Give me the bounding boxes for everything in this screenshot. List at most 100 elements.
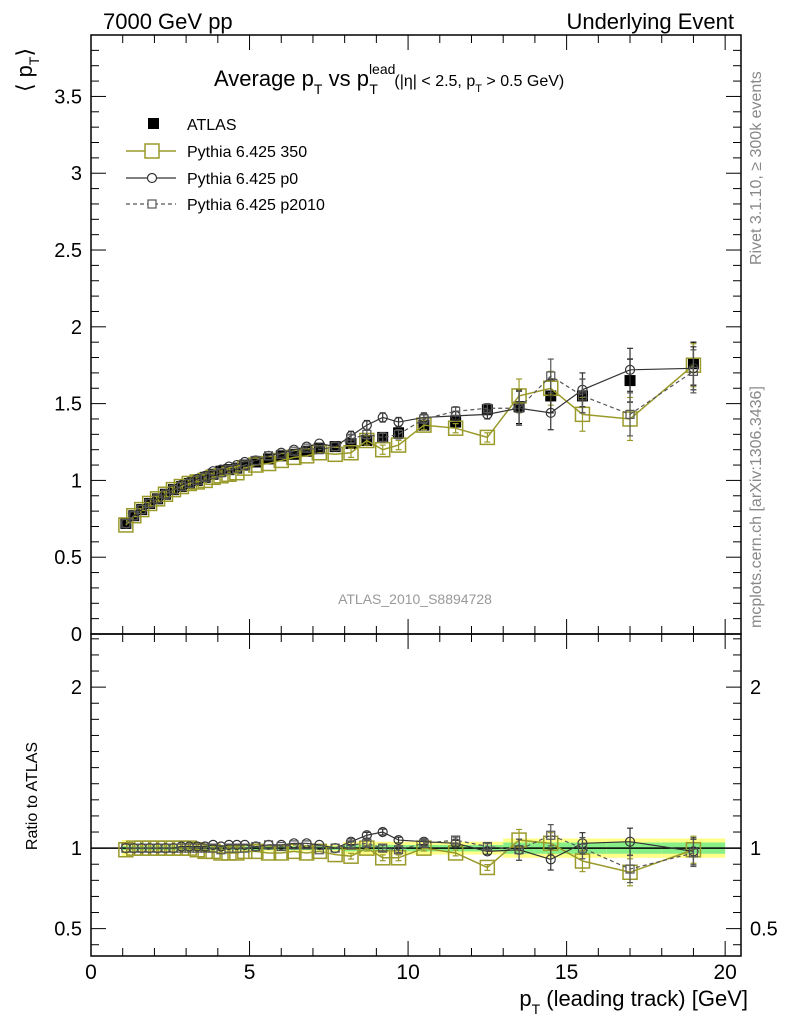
y-tick-label: 1 bbox=[71, 470, 82, 492]
main-line-pythia-6-425-p0 bbox=[125, 367, 694, 524]
xlabel-rest: (leading track) [GeV] bbox=[540, 986, 748, 1011]
mcplots-label: mcplots.cern.ch [arXiv:1306.3436] bbox=[748, 386, 765, 628]
legend: ATLAS Pythia 6.425 350 Pythia 6.425 p0 P… bbox=[126, 117, 325, 214]
main-point-p2010 bbox=[546, 371, 556, 381]
plot-title: Average pT vs plead T (|η| < 2.5, pT > 0.… bbox=[214, 61, 564, 97]
title-main: Average p bbox=[214, 66, 314, 91]
ratio-line-pythia-6-425-p2010 bbox=[125, 834, 694, 870]
main-point-p0 bbox=[377, 412, 388, 423]
x-tick-label: 10 bbox=[396, 961, 419, 984]
legend-label-p0: Pythia 6.425 p0 bbox=[187, 171, 298, 188]
ylabel-top-close: ⟩ bbox=[12, 48, 37, 57]
ratio-y-tick-label-right: 1 bbox=[750, 838, 761, 860]
main-point-350 bbox=[479, 429, 496, 446]
legend-label-atlas: ATLAS bbox=[187, 117, 237, 134]
ratio-point-p2010 bbox=[289, 840, 299, 850]
y-tick-label: 0 bbox=[71, 624, 82, 646]
ratio-point-p2010 bbox=[346, 840, 356, 850]
ylabel-top-sub: T bbox=[26, 56, 42, 65]
ratio-point-p2010 bbox=[625, 864, 635, 874]
ratio-point-350 bbox=[189, 841, 205, 858]
header-left: 7000 GeV pp bbox=[103, 9, 233, 34]
main-point-p2010 bbox=[378, 432, 388, 443]
main-point-350 bbox=[327, 446, 343, 463]
main-point-p2010 bbox=[451, 406, 461, 416]
header-right: Underlying Event bbox=[566, 9, 734, 34]
main-point-p2010 bbox=[419, 414, 429, 424]
ratio-y-tick-label: 1 bbox=[71, 838, 82, 860]
y-tick-label: 2 bbox=[71, 317, 82, 339]
ratio-point-p0 bbox=[624, 836, 636, 847]
xlabel-sub: T bbox=[532, 1001, 541, 1017]
main-point-p2010 bbox=[145, 498, 155, 509]
legend-marker-350 bbox=[144, 143, 160, 159]
main-point-atlas bbox=[450, 416, 462, 428]
main-point-350 bbox=[298, 448, 315, 464]
ratio-point-350 bbox=[298, 845, 315, 861]
main-point-p2010 bbox=[625, 409, 635, 419]
main-point-p2010 bbox=[263, 451, 274, 461]
main-point-p0 bbox=[288, 444, 300, 455]
y-tick-label: 3.5 bbox=[54, 86, 82, 108]
y-axis-label-top: ⟨ pT⟩ bbox=[12, 48, 42, 92]
title-sub1: T bbox=[314, 81, 323, 97]
ratio-point-p2010 bbox=[451, 835, 461, 845]
y-tick-label: 2.5 bbox=[54, 240, 82, 262]
x-tick-label: 15 bbox=[555, 961, 578, 984]
main-line-pythia-6-425-p2010 bbox=[125, 370, 694, 524]
main-point-p2010 bbox=[289, 446, 299, 456]
title-sup: lead bbox=[369, 61, 395, 77]
ratio-point-p2010 bbox=[240, 843, 250, 853]
main-point-p2010 bbox=[302, 443, 312, 453]
x-axis-label: pT (leading track) [GeV] bbox=[519, 986, 748, 1017]
main-point-p2010 bbox=[482, 403, 492, 413]
x-tick-label: 0 bbox=[85, 961, 97, 984]
ratio-y-tick-label: 0.5 bbox=[54, 919, 82, 941]
main-point-350 bbox=[374, 441, 391, 458]
legend-marker-p2010 bbox=[147, 199, 157, 209]
ratio-point-p0 bbox=[545, 854, 556, 865]
ratio-point-p2010 bbox=[362, 838, 372, 848]
main-point-atlas bbox=[250, 456, 262, 468]
main-point-atlas bbox=[275, 450, 287, 462]
main-point-p0 bbox=[361, 420, 372, 431]
ratio-point-p2010 bbox=[302, 840, 312, 850]
legend-label-p2010: Pythia 6.425 p2010 bbox=[187, 197, 325, 214]
ylabel-top-open: ⟨ p bbox=[12, 65, 37, 92]
ratio-point-p0 bbox=[288, 838, 300, 849]
ratio-point-p2010 bbox=[546, 830, 556, 840]
main-point-atlas bbox=[223, 464, 235, 476]
ratio-y-tick-label: 2 bbox=[71, 677, 82, 699]
ratio-point-p0 bbox=[377, 826, 388, 838]
main-point-atlas bbox=[231, 462, 243, 474]
ratio-y-tick-label-right: 2 bbox=[750, 677, 761, 699]
main-point-p0 bbox=[314, 438, 325, 449]
legend-label-350: Pythia 6.425 350 bbox=[187, 144, 307, 161]
main-point-p2010 bbox=[514, 403, 524, 413]
ratio-point-p2010 bbox=[688, 848, 699, 858]
main-point-p2010 bbox=[276, 449, 286, 459]
main-point-p2010 bbox=[137, 504, 147, 515]
legend-marker-p0 bbox=[146, 172, 158, 184]
ratio-point-p0 bbox=[314, 839, 325, 851]
ratio-point-p0 bbox=[361, 830, 372, 841]
main-point-350 bbox=[133, 501, 150, 518]
main-point-p2010 bbox=[688, 366, 699, 376]
title-sub2: T bbox=[369, 81, 378, 97]
main-point-p2010 bbox=[121, 518, 131, 529]
ratio-point-p2010 bbox=[314, 845, 324, 855]
xlabel-p: p bbox=[519, 986, 531, 1011]
analysis-id: ATLAS_2010_S8894728 bbox=[338, 591, 492, 607]
main-point-350 bbox=[260, 455, 277, 472]
main-series-group bbox=[118, 341, 702, 533]
main-point-350 bbox=[447, 420, 464, 436]
ratio-point-350 bbox=[260, 845, 277, 861]
main-point-p2010 bbox=[346, 434, 356, 444]
ratio-point-p2010 bbox=[276, 841, 286, 852]
main-point-p2010 bbox=[129, 511, 139, 521]
title-cuts: (|η| < 2.5, p bbox=[390, 73, 475, 90]
ratio-panel-frame bbox=[90, 633, 742, 957]
main-point-p0 bbox=[624, 364, 636, 375]
main-point-p0 bbox=[301, 441, 312, 452]
